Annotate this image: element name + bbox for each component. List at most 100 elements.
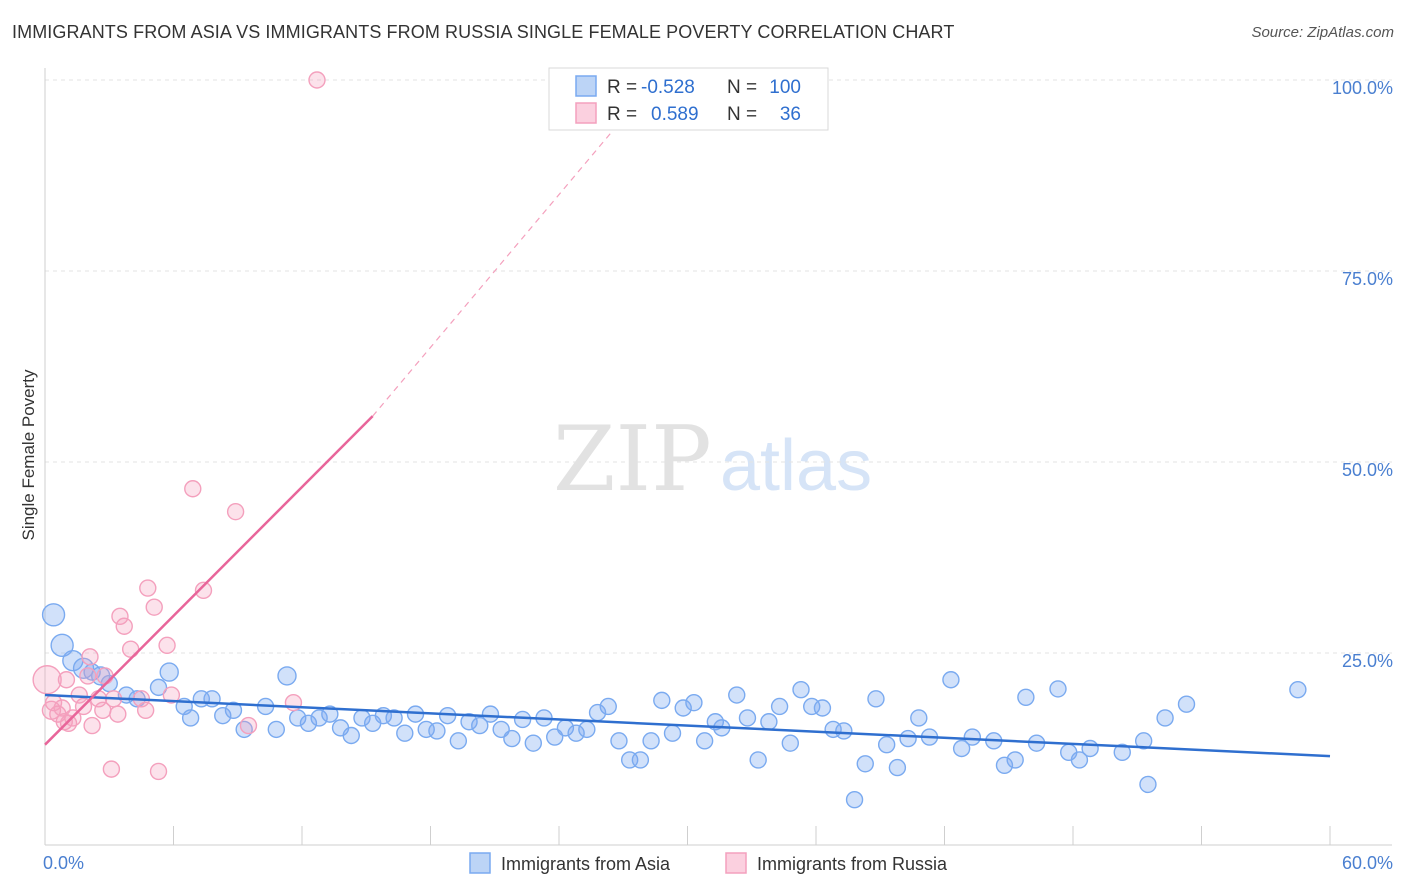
russia-point-20 xyxy=(111,607,129,626)
asia-point-53 xyxy=(631,751,650,769)
axes xyxy=(44,68,1392,846)
russia-point-24 xyxy=(136,701,155,719)
russia-point-32 xyxy=(226,502,245,521)
source-credit: Source: ZipAtlas.com xyxy=(1251,24,1394,41)
asia-point-37 xyxy=(460,713,478,731)
asia-point-98 xyxy=(1289,680,1307,699)
asia-point-42 xyxy=(513,710,532,729)
asia-point-10 xyxy=(159,662,179,682)
asia-point-22 xyxy=(299,714,318,732)
asia-point-16 xyxy=(224,701,243,719)
asia-point-56 xyxy=(663,724,682,742)
asia-point-58 xyxy=(685,693,703,712)
y-tick-label-2: 75.0% xyxy=(1342,269,1393,289)
russia-point-19 xyxy=(109,705,127,723)
asia-point-38 xyxy=(471,716,489,735)
russia-point-27 xyxy=(149,762,168,781)
asia-point-62 xyxy=(728,686,746,704)
asia-point-34 xyxy=(428,722,446,740)
bottom-legend-label-asia: Immigrants from Asia xyxy=(501,854,671,874)
asia-point-63 xyxy=(738,709,757,727)
asia-point-93 xyxy=(1113,743,1131,762)
asia-point-9 xyxy=(149,678,168,697)
asia-point-23 xyxy=(310,709,328,727)
russia-points xyxy=(32,71,326,781)
asia-point-50 xyxy=(599,697,617,716)
asia-point-20 xyxy=(277,666,297,686)
watermark: ZIP atlas xyxy=(553,407,872,512)
asia-point-77 xyxy=(888,758,907,777)
russia-point-16 xyxy=(96,667,114,685)
trend-lines xyxy=(44,79,1331,758)
asia-point-47 xyxy=(567,724,585,742)
asia-point-59 xyxy=(695,732,714,750)
asia-trend-line xyxy=(44,693,1331,758)
russia-point-13 xyxy=(83,716,101,735)
russia-point-12 xyxy=(81,648,99,666)
legend-r-value-asia: -0.528 xyxy=(641,77,695,98)
series-legend: Immigrants from Asia Immigrants from Rus… xyxy=(469,852,948,874)
russia-trend-line xyxy=(44,415,374,746)
asia-point-30 xyxy=(385,709,403,727)
asia-point-70 xyxy=(813,699,832,717)
asia-point-83 xyxy=(963,728,982,746)
legend-swatch-asia xyxy=(575,75,597,97)
asia-point-24 xyxy=(321,705,339,723)
asia-point-81 xyxy=(942,671,960,689)
x-tick-label-1: 60.0% xyxy=(1342,853,1393,873)
asia-point-3 xyxy=(72,657,95,679)
x-tick-labels: 0.0% 60.0% xyxy=(43,853,1393,873)
watermark-atlas: atlas xyxy=(720,426,872,506)
asia-point-19 xyxy=(267,720,285,739)
asia-point-43 xyxy=(524,734,542,752)
legend-r-label-asia: R = xyxy=(607,77,637,98)
asia-point-55 xyxy=(653,691,671,710)
asia-point-66 xyxy=(770,697,789,716)
asia-point-95 xyxy=(1139,775,1157,794)
asia-point-36 xyxy=(449,732,468,750)
y-tick-labels: 25.0% 50.0% 75.0% 100.0% xyxy=(1332,78,1393,671)
asia-point-82 xyxy=(952,739,971,758)
asia-point-75 xyxy=(867,690,885,708)
asia-point-57 xyxy=(674,699,692,717)
asia-point-39 xyxy=(481,705,500,723)
russia-point-11 xyxy=(79,667,97,685)
bottom-legend-swatch-asia xyxy=(469,852,491,874)
asia-point-94 xyxy=(1134,732,1153,750)
russia-point-0 xyxy=(32,665,62,695)
watermark-zip: ZIP xyxy=(553,407,712,512)
asia-point-1 xyxy=(50,633,74,658)
russia-point-33 xyxy=(239,716,258,735)
asia-point-65 xyxy=(760,713,778,731)
russia-point-29 xyxy=(162,686,181,704)
chart-title: IMMIGRANTS FROM ASIA VS IMMIGRANTS FROM … xyxy=(12,22,955,42)
asia-point-68 xyxy=(792,680,810,699)
asia-point-64 xyxy=(749,751,767,769)
russia-point-30 xyxy=(184,480,202,498)
asia-point-79 xyxy=(910,709,928,727)
russia-point-35 xyxy=(308,71,326,89)
asia-point-54 xyxy=(642,732,660,750)
asia-point-51 xyxy=(610,732,628,750)
asia-point-72 xyxy=(835,722,853,740)
russia-point-31 xyxy=(194,581,213,600)
russia-point-26 xyxy=(145,598,163,616)
asia-point-41 xyxy=(503,729,521,748)
asia-point-15 xyxy=(214,706,232,725)
russia-point-25 xyxy=(139,579,157,597)
russia-trend-extension xyxy=(372,79,656,417)
bottom-legend-label-russia: Immigrants from Russia xyxy=(757,854,948,874)
asia-point-91 xyxy=(1070,751,1089,769)
asia-points xyxy=(41,603,1307,809)
asia-point-48 xyxy=(578,720,596,739)
legend-r-value-russia: 0.589 xyxy=(651,104,699,125)
legend-r-label-russia: R = xyxy=(607,104,637,125)
x-tick-label-0: 0.0% xyxy=(43,853,84,873)
russia-point-4 xyxy=(53,699,71,717)
asia-point-89 xyxy=(1049,680,1067,698)
gridlines xyxy=(45,79,1392,654)
russia-point-17 xyxy=(102,760,121,778)
y-tick-label-0: 25.0% xyxy=(1342,651,1393,671)
russia-point-6 xyxy=(57,671,76,689)
